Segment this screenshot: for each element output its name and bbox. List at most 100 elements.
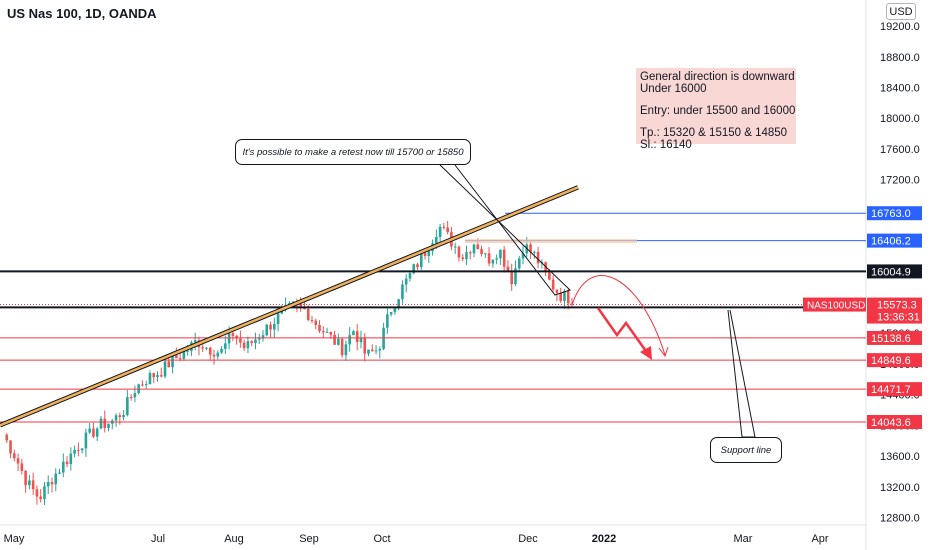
candle-body xyxy=(310,320,314,322)
candle-body xyxy=(129,397,133,399)
candle-body xyxy=(438,226,442,238)
candle-body xyxy=(510,271,514,285)
x-tick-label: Aug xyxy=(224,533,244,545)
candle-body xyxy=(205,347,208,349)
candle-body xyxy=(404,278,408,285)
x-tick-label: Apr xyxy=(811,533,828,545)
candle-body xyxy=(551,279,555,290)
candle-body xyxy=(250,341,254,344)
candle-body xyxy=(239,338,242,343)
candle-body xyxy=(566,291,570,304)
candle-body xyxy=(212,354,216,357)
level-price-badge xyxy=(867,330,922,345)
level-price-label: 16763.0 xyxy=(871,208,911,220)
candle-body xyxy=(220,348,223,353)
candle-body xyxy=(122,415,125,418)
candle-body xyxy=(536,251,540,264)
candle-body xyxy=(419,252,423,268)
chart-title: US Nas 100, 1D, OANDA xyxy=(7,6,157,21)
candle-body xyxy=(73,449,76,454)
trendline xyxy=(0,186,579,427)
candle-body xyxy=(114,415,118,421)
level-price-label: 16406.2 xyxy=(871,236,911,248)
candle-body xyxy=(352,331,355,336)
candle-body xyxy=(231,333,235,336)
candle-body xyxy=(401,284,404,300)
candle-body xyxy=(175,354,178,359)
candle-body xyxy=(80,448,84,451)
candle-body xyxy=(461,257,465,260)
y-tick-label: 19200.0 xyxy=(880,21,920,33)
candle-body xyxy=(182,351,186,359)
y-tick-label: 12800.0 xyxy=(880,512,920,524)
candle-body xyxy=(9,440,12,454)
retest-callout: It's possible to make a retest now till … xyxy=(235,139,471,165)
candle-body xyxy=(159,375,163,377)
candle-body xyxy=(35,489,39,497)
candle-body xyxy=(39,496,42,500)
candle-body xyxy=(476,244,480,250)
note-entry: Entry: under 15500 and 16000 xyxy=(640,105,796,117)
zigzag-arrowhead xyxy=(640,346,652,360)
support-line-callout: Support line xyxy=(710,437,782,463)
candle-body xyxy=(216,352,220,357)
candle-body xyxy=(389,312,393,315)
candle-body xyxy=(31,480,35,490)
zigzag-arrow xyxy=(596,307,650,355)
candle-body xyxy=(446,227,449,233)
candle-body xyxy=(502,249,506,267)
candle-body xyxy=(16,458,20,464)
level-price-badge xyxy=(867,264,922,279)
candle-body xyxy=(84,432,88,449)
candle-body xyxy=(484,253,487,255)
candle-body xyxy=(156,375,159,378)
candle-body xyxy=(254,339,257,344)
candle-body xyxy=(340,338,344,356)
candle-body xyxy=(514,268,517,285)
candle-body xyxy=(103,418,107,429)
candle-body xyxy=(69,453,73,464)
note-tp: Tp.: 15320 & 15150 & 14850 xyxy=(640,127,788,139)
candle-body xyxy=(321,331,325,333)
candle-body xyxy=(61,461,65,473)
candle-body xyxy=(273,323,276,330)
candle-body xyxy=(257,338,261,340)
candle-body xyxy=(348,335,351,345)
candle-body xyxy=(224,343,227,349)
candle-body xyxy=(235,335,238,339)
x-tick-label: Jul xyxy=(151,533,165,545)
candle-body xyxy=(408,273,412,279)
candle-body xyxy=(333,334,336,345)
candle-body xyxy=(118,415,122,418)
candle-body xyxy=(344,344,348,356)
candle-body xyxy=(193,340,197,343)
candle-body xyxy=(152,373,156,378)
level-price-badge xyxy=(867,353,922,368)
candle-body xyxy=(480,249,483,255)
candle-body xyxy=(397,299,400,309)
candle-body xyxy=(386,314,389,328)
candle-body xyxy=(208,347,212,355)
candle-body xyxy=(77,449,80,451)
candle-body xyxy=(269,324,272,330)
candle-body xyxy=(201,347,205,349)
candle-body xyxy=(491,259,495,264)
x-tick-label: Dec xyxy=(518,533,538,545)
currency-button[interactable]: USD xyxy=(886,3,916,20)
candle-body xyxy=(325,331,329,333)
candle-body xyxy=(20,463,24,471)
candle-body xyxy=(43,486,46,500)
candle-body xyxy=(359,337,363,342)
candle-body xyxy=(499,249,502,259)
candle-body xyxy=(99,418,103,429)
candle-body xyxy=(276,313,280,324)
candle-body xyxy=(442,226,446,228)
candle-body xyxy=(58,472,61,474)
candle-body xyxy=(144,384,148,386)
candle-body xyxy=(563,291,566,301)
candle-body xyxy=(148,373,152,385)
y-tick-label: 13200.0 xyxy=(880,482,920,494)
candle-body xyxy=(544,262,547,273)
candle-body xyxy=(65,461,69,464)
